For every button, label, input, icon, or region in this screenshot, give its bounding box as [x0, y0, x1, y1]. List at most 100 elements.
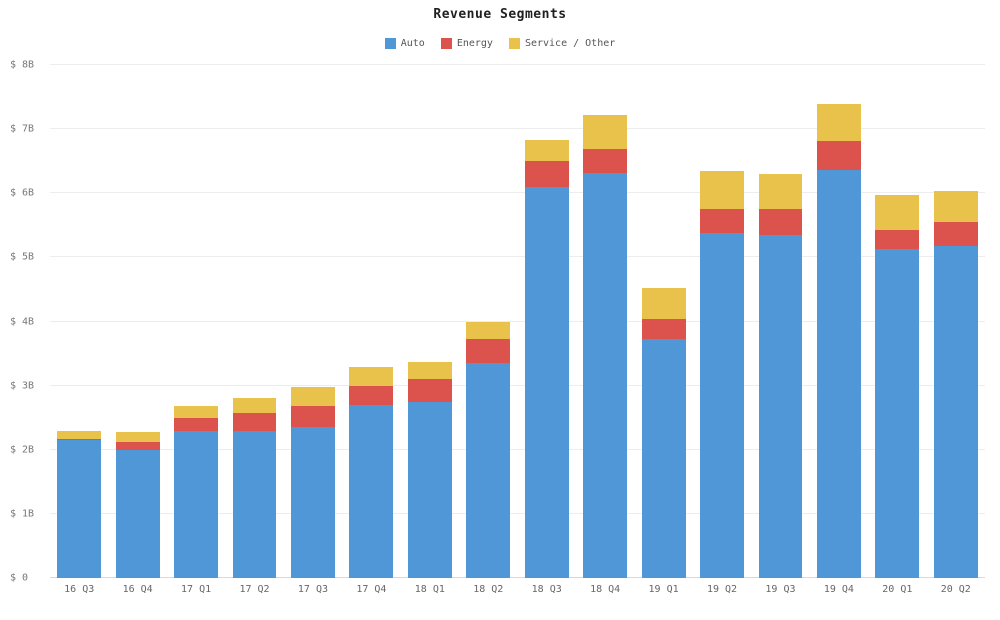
segment-energy [933, 222, 978, 246]
bar-column [459, 65, 517, 578]
segment-auto [232, 431, 277, 578]
segment-auto [115, 450, 160, 578]
segment-energy [349, 385, 394, 405]
x-axis-label: 20 Q1 [882, 584, 913, 595]
y-axis-label: $ 8B [10, 59, 35, 71]
bar-column [518, 65, 576, 578]
bar-column [751, 65, 809, 578]
segment-service-other [349, 367, 394, 386]
segment-service-other [583, 115, 628, 150]
segment-energy [407, 378, 452, 403]
segment-energy [700, 209, 744, 234]
segment-service-other [641, 287, 686, 319]
legend-swatch [384, 38, 396, 49]
x-axis-label: 20 Q2 [940, 584, 971, 595]
stacked-bar-19-q2 [700, 65, 744, 578]
chart-title: Revenue Segments [433, 7, 567, 22]
segment-service-other [232, 398, 277, 413]
stacked-bar-16-q3 [57, 65, 102, 578]
stacked-bar-18-q1 [407, 65, 452, 578]
legend-label: Auto [400, 38, 425, 49]
segment-service-other [933, 190, 978, 223]
segment-energy [758, 209, 803, 235]
gridline [50, 577, 985, 578]
segment-auto [407, 402, 452, 578]
y-axis-label: $ 4B [10, 316, 35, 327]
stacked-bar-20-q1 [875, 65, 920, 578]
segment-energy [115, 442, 160, 451]
x-axis-label: 16 Q4 [122, 584, 153, 595]
bar-column [342, 65, 400, 578]
segment-energy [583, 149, 628, 173]
segment-auto [875, 249, 920, 578]
bar-column [401, 65, 459, 578]
segment-energy [875, 230, 920, 250]
y-axis-label: $ 3B [10, 380, 35, 392]
bar-column [225, 65, 283, 578]
x-axis-label: 18 Q2 [473, 584, 504, 595]
segment-service-other [407, 361, 452, 379]
stacked-bar-18-q2 [466, 65, 511, 578]
gridline [50, 320, 985, 322]
x-axis-label: 17 Q1 [181, 584, 212, 595]
legend-label: Service / Other [524, 38, 616, 49]
segment-auto [524, 186, 569, 578]
stacked-bar-19-q4 [816, 65, 861, 578]
gridline [50, 512, 985, 514]
stacked-bar-16-q4 [115, 65, 160, 578]
bar-column [108, 65, 166, 578]
segment-auto [700, 233, 744, 578]
segment-energy [641, 318, 686, 340]
gridline [50, 448, 985, 450]
y-axis-label: $ 5B [10, 251, 35, 263]
legend-item-auto[interactable]: Auto [384, 38, 425, 49]
bar-column [284, 65, 342, 578]
legend: Auto Energy Service / Other [0, 38, 1000, 49]
x-axis-label: 19 Q1 [648, 584, 679, 595]
bar-column [167, 65, 225, 578]
segment-service-other [524, 140, 569, 162]
x-axis-label: 18 Q1 [414, 584, 445, 595]
legend-item-service-other[interactable]: Service / Other [508, 38, 616, 49]
segment-service-other [115, 431, 160, 443]
segment-auto [758, 234, 803, 578]
gridline [50, 128, 985, 130]
stacked-bar-19-q1 [641, 65, 686, 578]
segment-service-other [875, 194, 920, 231]
y-axis-label: $ 6B [10, 187, 35, 199]
y-axis-label: $ 2B [10, 444, 35, 456]
segment-auto [816, 169, 861, 578]
segment-auto [174, 431, 218, 578]
segment-auto [933, 245, 978, 578]
segment-energy [466, 338, 511, 363]
bar-column [810, 65, 868, 578]
x-axis-label: 17 Q2 [239, 584, 270, 595]
y-axis-label: $ 7B [10, 123, 35, 135]
stacked-bar-17-q1 [174, 65, 218, 578]
segment-energy [816, 141, 861, 170]
legend-item-energy[interactable]: Energy [440, 38, 493, 49]
legend-label: Energy [456, 38, 493, 49]
y-axis-label: $ 0 [10, 572, 29, 584]
y-axis: $ 0 $ 1B $ 2B $ 3B $ 4B $ 5B $ 6B $ 7B $ 8B [0, 60, 48, 584]
x-axis-label: 17 Q4 [356, 584, 387, 595]
gridline [50, 64, 985, 65]
segment-energy [57, 438, 102, 441]
segment-auto [641, 339, 686, 578]
gridline [50, 192, 985, 194]
stacked-bar-20-q2 [933, 65, 978, 578]
bar-column [693, 65, 751, 578]
gridline [50, 384, 985, 386]
y-axis-label: $ 1B [10, 508, 35, 520]
segment-auto [583, 172, 628, 578]
plot-area [50, 64, 985, 578]
x-axis-label: 18 Q4 [590, 584, 621, 595]
x-axis: 16 Q3 16 Q4 17 Q1 17 Q2 17 Q3 17 Q4 18 Q1 18 Q2… [50, 584, 985, 595]
segment-auto [349, 404, 394, 578]
segment-energy [174, 417, 218, 432]
bar-column [634, 65, 692, 578]
stacked-bar-18-q4 [583, 65, 628, 578]
legend-swatch [440, 38, 452, 49]
segment-service-other [466, 321, 511, 339]
segment-auto [291, 426, 335, 578]
